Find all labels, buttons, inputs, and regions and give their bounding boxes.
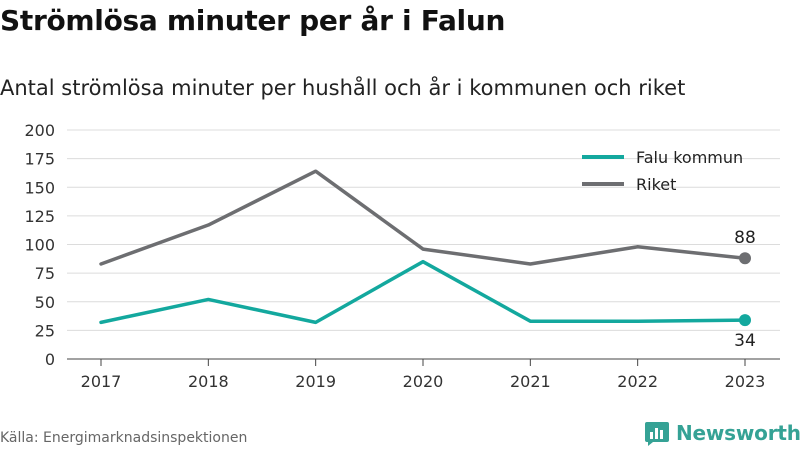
y-tick-label: 0 <box>45 350 55 369</box>
x-tick-label: 2018 <box>188 372 229 391</box>
series-lines: 88 34 <box>99 169 756 351</box>
chart-subtitle: Antal strömlösa minuter per hushåll och … <box>0 76 686 100</box>
x-tick-label: 2019 <box>295 372 336 391</box>
series-line-falu-kommun <box>99 259 747 325</box>
x-tick-label: 2021 <box>510 372 551 391</box>
chart-title: Strömlösa minuter per år i Falun <box>0 4 506 37</box>
brand-name: Newsworthy <box>676 421 800 445</box>
newsworthy-logo: Newsworthy <box>644 420 800 446</box>
legend-label: Riket <box>636 175 676 194</box>
x-axis: 2017 2018 2019 2020 2021 2022 2023 <box>81 359 766 391</box>
x-tick-label: 2020 <box>403 372 444 391</box>
gridlines <box>67 129 780 360</box>
y-tick-label: 100 <box>24 236 55 255</box>
newsworthy-logo-icon <box>645 422 669 446</box>
x-tick-label: 2022 <box>617 372 658 391</box>
y-tick-label: 50 <box>35 293 55 312</box>
end-value-label: 34 <box>734 331 756 351</box>
legend-label: Falu kommun <box>636 148 743 167</box>
series-line-riket <box>99 169 747 266</box>
end-value-label: 88 <box>734 228 756 248</box>
x-tick-label: 2017 <box>81 372 122 391</box>
legend: Falu kommun Riket <box>582 148 743 194</box>
source-note: Källa: Energimarknadsinspektionen <box>0 430 248 446</box>
end-point-riket <box>739 252 751 265</box>
y-tick-label: 125 <box>24 207 55 226</box>
y-tick-label: 25 <box>35 321 55 340</box>
end-point-falu-kommun <box>739 314 751 327</box>
y-tick-label: 175 <box>24 150 55 169</box>
y-tick-label: 150 <box>24 178 55 197</box>
y-tick-label: 75 <box>35 264 55 283</box>
y-tick-label: 200 <box>24 121 55 140</box>
x-tick-label: 2023 <box>725 372 766 391</box>
y-axis-ticks: 0 25 50 75 100 125 150 175 200 <box>24 121 55 369</box>
